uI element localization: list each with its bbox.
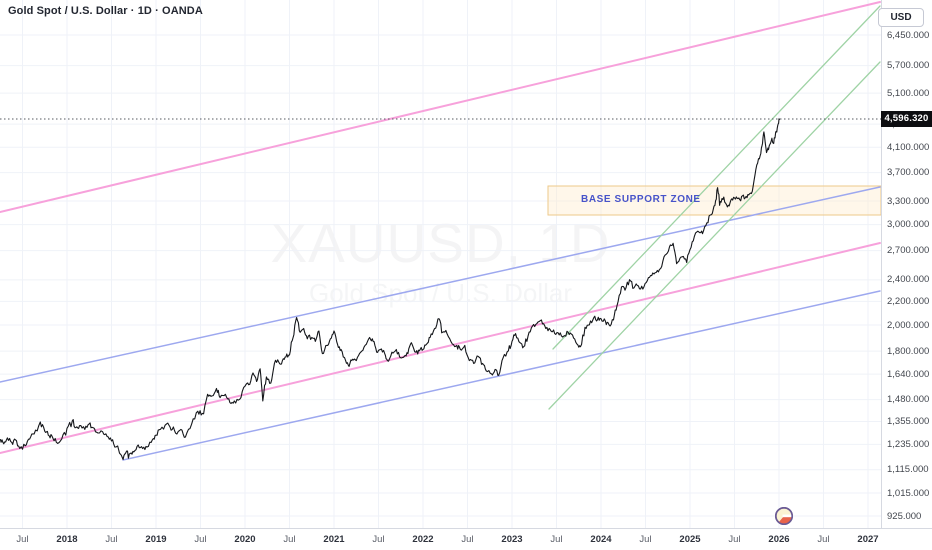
- time-tick-year: 2018: [56, 534, 78, 545]
- price-tick-label: 1,115.000: [887, 464, 929, 476]
- price-tick-label: 4,100.000: [887, 141, 930, 153]
- price-tick-label: 1,355.000: [887, 415, 930, 427]
- price-tick-label: 1,015.000: [887, 487, 930, 499]
- time-tick-month: Jul: [817, 534, 830, 545]
- trendlines[interactable]: [0, 1, 881, 461]
- time-tick-year: 2019: [145, 534, 167, 545]
- currency-button[interactable]: USD: [878, 8, 924, 27]
- price-tick-label: 2,000.000: [887, 319, 930, 331]
- grid-lines: [0, 0, 881, 528]
- symbol-title[interactable]: Gold Spot / U.S. Dollar · 1D · OANDA: [8, 5, 203, 17]
- time-tick-month: Jul: [639, 534, 652, 545]
- support-zone-rect[interactable]: [547, 185, 881, 216]
- price-tick-label: 6,450.000: [887, 29, 930, 41]
- time-tick-month: Jul: [728, 534, 741, 545]
- price-tick-label: 3,000.000: [887, 219, 930, 231]
- last-price-line: [0, 118, 881, 120]
- price-tick-label: 2,200.000: [887, 295, 930, 307]
- price-tick-label: 1,235.000: [887, 438, 930, 450]
- price-tick-label: 1,800.000: [887, 345, 930, 357]
- price-tick-label: 1,480.000: [887, 394, 930, 406]
- price-tick-label: 925.000: [887, 510, 922, 522]
- price-tick-label: 3,700.000: [887, 167, 930, 179]
- price-tick-label: 5,700.000: [887, 60, 930, 72]
- time-tick-year: 2021: [323, 534, 345, 545]
- time-tick-month: Jul: [461, 534, 474, 545]
- time-tick-month: Jul: [194, 534, 207, 545]
- pink-channel-upper[interactable]: [0, 1, 881, 213]
- price-series: [0, 118, 781, 461]
- time-tick-month: Jul: [105, 534, 118, 545]
- publisher-logo-icon[interactable]: [774, 506, 794, 526]
- time-tick-year: 2023: [501, 534, 523, 545]
- price-tick-label: 5,100.000: [887, 87, 930, 99]
- pink-channel-lower[interactable]: [0, 242, 881, 454]
- time-tick-year: 2024: [590, 534, 612, 545]
- price-tick-label: 2,400.000: [887, 274, 930, 286]
- blue-channel-upper[interactable]: [0, 186, 881, 383]
- price-tick-label: 3,300.000: [887, 195, 930, 207]
- time-tick-month: Jul: [283, 534, 296, 545]
- blue-channel-lower[interactable]: [122, 290, 881, 461]
- price-tick-label: 2,700.000: [887, 245, 930, 257]
- green-channel-upper[interactable]: [552, 5, 881, 350]
- time-axis[interactable]: Jul 2018 Jul 2019 Jul 2020 Jul 2021 Jul 2022 Jul 20…: [0, 528, 932, 550]
- time-tick-month: Jul: [372, 534, 385, 545]
- time-tick-year: 2020: [234, 534, 256, 545]
- price-tick-label: 1,640.000: [887, 368, 930, 380]
- price-axis[interactable]: 6,450.0005,700.0005,100.0004,500.0004,10…: [881, 0, 932, 528]
- time-tick-month: Jul: [16, 534, 29, 545]
- time-tick-year: 2026: [768, 534, 790, 545]
- time-tick-year: 2022: [412, 534, 434, 545]
- green-channel-lower[interactable]: [548, 61, 881, 410]
- support-zone-label: BASE SUPPORT ZONE: [581, 194, 701, 205]
- time-tick-year: 2025: [679, 534, 701, 545]
- time-tick-month: Jul: [550, 534, 563, 545]
- last-price-badge: 4,596.320: [881, 111, 932, 127]
- time-tick-year: 2027: [857, 534, 879, 545]
